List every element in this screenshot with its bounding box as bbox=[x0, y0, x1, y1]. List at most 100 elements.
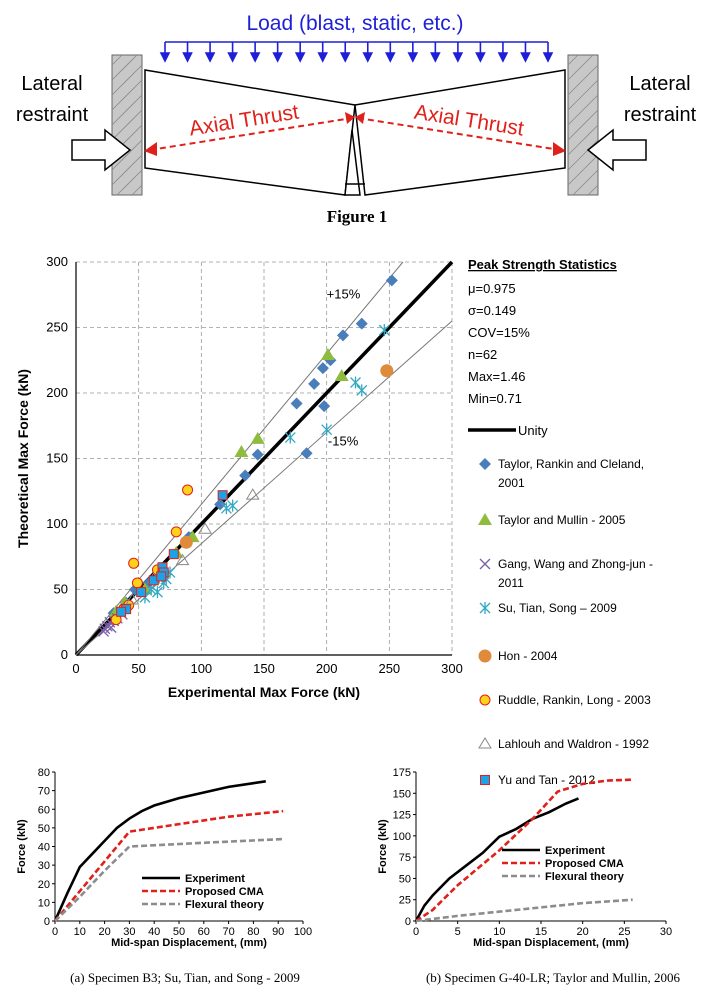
x-tick-label: 0 bbox=[52, 926, 58, 938]
line-chart-a: 0 10 20 30 40 50 60 70 80 0 10 20 30 40 50 60 70 80 90 100 M… bbox=[16, 767, 312, 949]
data-point bbox=[214, 498, 227, 511]
stats-title: Peak Strength Statistics bbox=[468, 257, 617, 272]
lateral-left-line2: restraint bbox=[16, 104, 89, 126]
legend-label: Experiment bbox=[185, 873, 245, 885]
y-axis-label: Force (kN) bbox=[377, 819, 389, 874]
annotation-plus15: +15% bbox=[327, 287, 361, 302]
x-tick-label: 20 bbox=[98, 926, 110, 938]
data-point bbox=[250, 431, 265, 444]
data-point bbox=[336, 329, 349, 342]
legend-label: Taylor and Mullin - 2005 bbox=[498, 513, 626, 527]
x-tick-label: 15 bbox=[535, 926, 547, 938]
x-axis-label: Mid-span Displacement, (mm) bbox=[473, 937, 629, 949]
x-tick-label: 30 bbox=[123, 926, 135, 938]
y-tick-label: 125 bbox=[393, 810, 411, 822]
y-tick-label: 70 bbox=[38, 786, 50, 798]
legend-label: Experiment bbox=[545, 845, 605, 857]
left-restraint-arrow bbox=[71, 128, 132, 172]
data-point bbox=[378, 324, 390, 337]
legend-label: Hon - 2004 bbox=[498, 649, 558, 663]
data-point bbox=[131, 577, 143, 589]
data-point bbox=[170, 526, 182, 538]
stats-line: σ=0.149 bbox=[468, 303, 516, 318]
series-line bbox=[54, 837, 284, 922]
y-tick-label: 75 bbox=[399, 852, 411, 864]
data-point bbox=[350, 376, 361, 389]
legend-label: Lahlouh and Waldron - 1992 bbox=[498, 737, 649, 751]
x-tick-label: 90 bbox=[272, 926, 284, 938]
legend-label: Flexural theory bbox=[545, 871, 625, 883]
y-tick-label: 50 bbox=[38, 823, 50, 835]
load-arrow-head bbox=[227, 52, 238, 63]
data-point bbox=[290, 397, 303, 410]
x-tick-label: 100 bbox=[190, 661, 212, 676]
load-arrow-head bbox=[204, 52, 216, 63]
y-tick-label: 25 bbox=[399, 895, 411, 907]
data-point bbox=[179, 535, 193, 549]
data-point bbox=[227, 499, 239, 512]
x-tick-label: 25 bbox=[618, 926, 630, 938]
x-tick-label: 10 bbox=[493, 926, 505, 938]
legend-label: Gang, Wang and Zhong-jun - bbox=[498, 557, 653, 571]
x-tick-label: 0 bbox=[72, 661, 79, 676]
series-line bbox=[414, 797, 579, 922]
data-point bbox=[334, 368, 349, 381]
figure1-schematic: Load (blast, static, etc.) Lateral restr… bbox=[16, 12, 697, 226]
x-tick-label: 60 bbox=[198, 926, 210, 938]
data-point bbox=[251, 448, 264, 461]
series-line bbox=[53, 780, 266, 922]
load-label: Load (blast, static, etc.) bbox=[246, 12, 463, 35]
legend-label: Flexural theory bbox=[185, 899, 265, 911]
legend-label: 2001 bbox=[498, 476, 525, 490]
load-arrow-head bbox=[182, 52, 193, 63]
y-tick-label: 20 bbox=[38, 879, 50, 891]
data-point bbox=[320, 348, 335, 361]
data-point bbox=[479, 602, 491, 614]
data-point bbox=[152, 586, 163, 599]
y-tick-label: 0 bbox=[44, 916, 50, 928]
data-point bbox=[478, 513, 492, 525]
load-arrow-head bbox=[542, 52, 554, 63]
caption-b: (b) Specimen G-40-LR; Taylor and Mullin,… bbox=[426, 970, 681, 985]
x-tick-label: 50 bbox=[173, 926, 185, 938]
x-tick-label: 40 bbox=[148, 926, 160, 938]
data-point bbox=[198, 522, 212, 534]
data-point bbox=[385, 274, 398, 287]
data-point bbox=[136, 587, 147, 598]
x-tick-label: 0 bbox=[413, 926, 419, 938]
figure1-caption: Figure 1 bbox=[327, 207, 388, 226]
y-tick-label: 100 bbox=[46, 516, 68, 531]
x-tick-label: 250 bbox=[378, 661, 400, 676]
y-tick-label: 200 bbox=[46, 385, 68, 400]
y-tick-label: 150 bbox=[46, 451, 68, 466]
data-point bbox=[145, 583, 157, 596]
load-arrow-head bbox=[407, 52, 419, 63]
caption-a: (a) Specimen B3; Su, Tian, and Song - 20… bbox=[70, 970, 300, 985]
data-point bbox=[234, 444, 249, 457]
data-point bbox=[156, 571, 167, 582]
legend-label: Proposed CMA bbox=[545, 858, 624, 870]
legend-label: Yu and Tan - 2012 bbox=[498, 773, 596, 787]
data-point bbox=[284, 431, 296, 444]
x-tick-label: 300 bbox=[441, 661, 463, 676]
x-tick-label: 80 bbox=[247, 926, 259, 938]
legend-label: 2011 bbox=[498, 576, 524, 590]
data-point bbox=[308, 377, 321, 390]
data-point bbox=[356, 384, 368, 397]
stats-line: Min=0.71 bbox=[468, 391, 522, 406]
x-tick-label: 70 bbox=[222, 926, 234, 938]
load-arrow-head bbox=[520, 52, 531, 63]
scatter-chart: 00 50 50 100 100 150 150 200 200 250 250 300 300 +15%… bbox=[15, 254, 463, 700]
y-tick-label: 0 bbox=[405, 916, 411, 928]
y-tick-label: 40 bbox=[38, 842, 50, 854]
data-point bbox=[125, 593, 140, 605]
y-tick-label: 50 bbox=[399, 873, 411, 885]
load-arrow-head bbox=[272, 52, 283, 63]
y-axis-label: Force (kN) bbox=[16, 819, 28, 874]
y-axis-label: Theoretical Max Force (kN) bbox=[15, 369, 31, 548]
annotation-minus15: -15% bbox=[328, 433, 359, 448]
data-point bbox=[480, 775, 490, 785]
load-arrow-head bbox=[294, 52, 306, 63]
beam-right-half bbox=[354, 69, 566, 196]
data-point bbox=[355, 317, 368, 330]
